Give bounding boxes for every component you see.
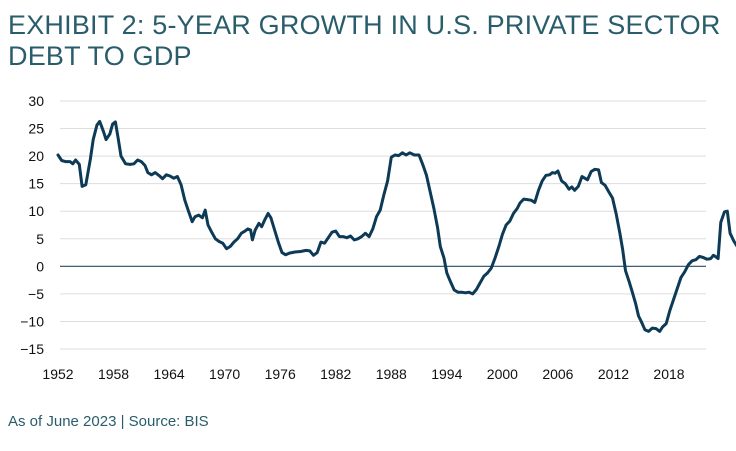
x-tick-label: 1952 — [42, 366, 73, 382]
y-tick-label: −10 — [20, 313, 44, 329]
x-tick-label: 1994 — [431, 366, 462, 382]
series-line-0 — [56, 119, 736, 333]
x-tick-label: 2000 — [487, 366, 518, 382]
series-group — [56, 119, 736, 333]
y-tick-label: 5 — [36, 231, 44, 247]
x-tick-label: 1964 — [154, 366, 185, 382]
y-tick-label: 10 — [28, 203, 44, 219]
y-tick-label: 30 — [28, 93, 44, 109]
y-tick-label: 0 — [36, 258, 44, 274]
x-tick-label: 1982 — [320, 366, 351, 382]
x-tick-label: 1988 — [376, 366, 407, 382]
y-tick-label: 25 — [28, 121, 44, 137]
x-tick-label: 2006 — [542, 366, 573, 382]
x-tick-label: 2018 — [653, 366, 684, 382]
chart-title: EXHIBIT 2: 5-YEAR GROWTH IN U.S. PRIVATE… — [8, 10, 721, 71]
y-tick-label: 15 — [28, 176, 44, 192]
source-note: As of June 2023 | Source: BIS — [8, 413, 209, 430]
x-tick-label: 1976 — [265, 366, 296, 382]
y-tick-label: −15 — [20, 341, 44, 357]
y-tick-label: 20 — [28, 148, 44, 164]
x-tick-label: 1958 — [98, 366, 129, 382]
x-axis-ticks: 1952 1958 1964 1970 1976 1982 1988 1994 2000 2006… — [42, 366, 684, 382]
x-tick-label: 2012 — [598, 366, 629, 382]
line-chart: 30 25 20 15 10 5 0 −5 −10 −15 1952 1958 1964 1970 197… — [20, 93, 736, 382]
y-axis-ticks: 30 25 20 15 10 5 0 −5 −10 −15 — [20, 93, 44, 357]
y-tick-label: −5 — [28, 286, 44, 302]
gridlines — [60, 100, 706, 350]
x-tick-label: 1970 — [209, 366, 240, 382]
